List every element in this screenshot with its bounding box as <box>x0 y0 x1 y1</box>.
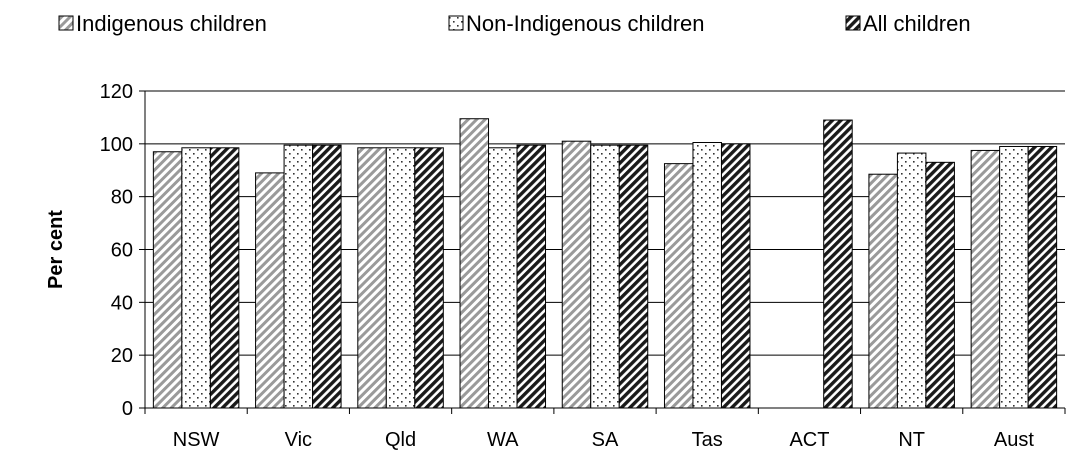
legend-swatch <box>448 15 464 31</box>
bar-vic-non-indigenous-children <box>283 144 314 409</box>
bar-act-all-children <box>823 119 853 409</box>
x-tick-label: Tas <box>692 429 723 451</box>
bar-tas-indigenous-children <box>663 163 694 409</box>
bars <box>152 118 1058 409</box>
legend-label: Indigenous children <box>76 11 267 36</box>
bar-nt-indigenous-children <box>868 173 898 409</box>
x-tick-label: Qld <box>385 429 416 451</box>
legend-label: All children <box>863 11 971 36</box>
bar-sa-all-children <box>618 144 649 409</box>
axes <box>139 90 1066 414</box>
x-tick-label: NSW <box>173 429 220 451</box>
legend-item-non-indigenous-children: Non-Indigenous children <box>448 11 705 36</box>
bar-tas-all-children <box>720 143 751 409</box>
y-tick-label: 40 <box>111 292 133 314</box>
x-tick-label: WA <box>487 429 519 451</box>
y-tick-label: 80 <box>111 187 133 209</box>
x-tick-label: SA <box>592 429 619 451</box>
x-tick-label: NT <box>898 429 925 451</box>
bar-nsw-indigenous-children <box>152 151 183 409</box>
bar-vic-indigenous-children <box>255 172 285 409</box>
bar-aust-all-children <box>1027 145 1058 409</box>
legend: Indigenous children Non-Indigenous childr… <box>58 11 971 36</box>
legend-item-all-children: All children <box>845 11 971 36</box>
y-tick-label: 120 <box>100 81 133 103</box>
x-tick-label: Vic <box>285 429 312 451</box>
x-tick-label: ACT <box>789 429 829 451</box>
y-tick-labels: 0 20 40 60 80 100 120 <box>100 81 133 420</box>
bar-nsw-non-indigenous-children <box>181 147 211 409</box>
bar-aust-non-indigenous-children <box>999 145 1029 409</box>
bar-aust-indigenous-children <box>970 149 1001 409</box>
legend-swatch <box>845 15 861 31</box>
x-tick-labels: NSW Vic Qld WA SA Tas ACT NT Aust <box>173 429 1035 451</box>
y-tick-label: 60 <box>111 240 133 262</box>
bar-nsw-all-children <box>209 147 240 409</box>
bar-wa-indigenous-children <box>459 118 490 409</box>
x-tick-label: Aust <box>994 429 1034 451</box>
bar-tas-non-indigenous-children <box>692 142 722 409</box>
y-tick-label: 20 <box>111 345 133 367</box>
bar-wa-all-children <box>516 144 547 409</box>
bar-qld-all-children <box>414 147 444 409</box>
bar-nt-non-indigenous-children <box>896 152 927 409</box>
bar-nt-all-children <box>925 161 955 409</box>
legend-label: Non-Indigenous children <box>466 11 705 36</box>
bar-qld-indigenous-children <box>357 147 387 409</box>
bar-sa-indigenous-children <box>561 140 592 409</box>
bar-vic-all-children <box>312 144 342 409</box>
legend-swatch <box>58 15 74 31</box>
bar-qld-non-indigenous-children <box>385 147 416 409</box>
y-axis-title: Per cent <box>45 210 67 289</box>
y-tick-label: 0 <box>122 398 133 420</box>
bar-wa-non-indigenous-children <box>488 147 518 409</box>
legend-item-indigenous-children: Indigenous children <box>58 11 267 36</box>
bar-sa-non-indigenous-children <box>590 144 620 409</box>
y-tick-label: 100 <box>100 134 133 156</box>
